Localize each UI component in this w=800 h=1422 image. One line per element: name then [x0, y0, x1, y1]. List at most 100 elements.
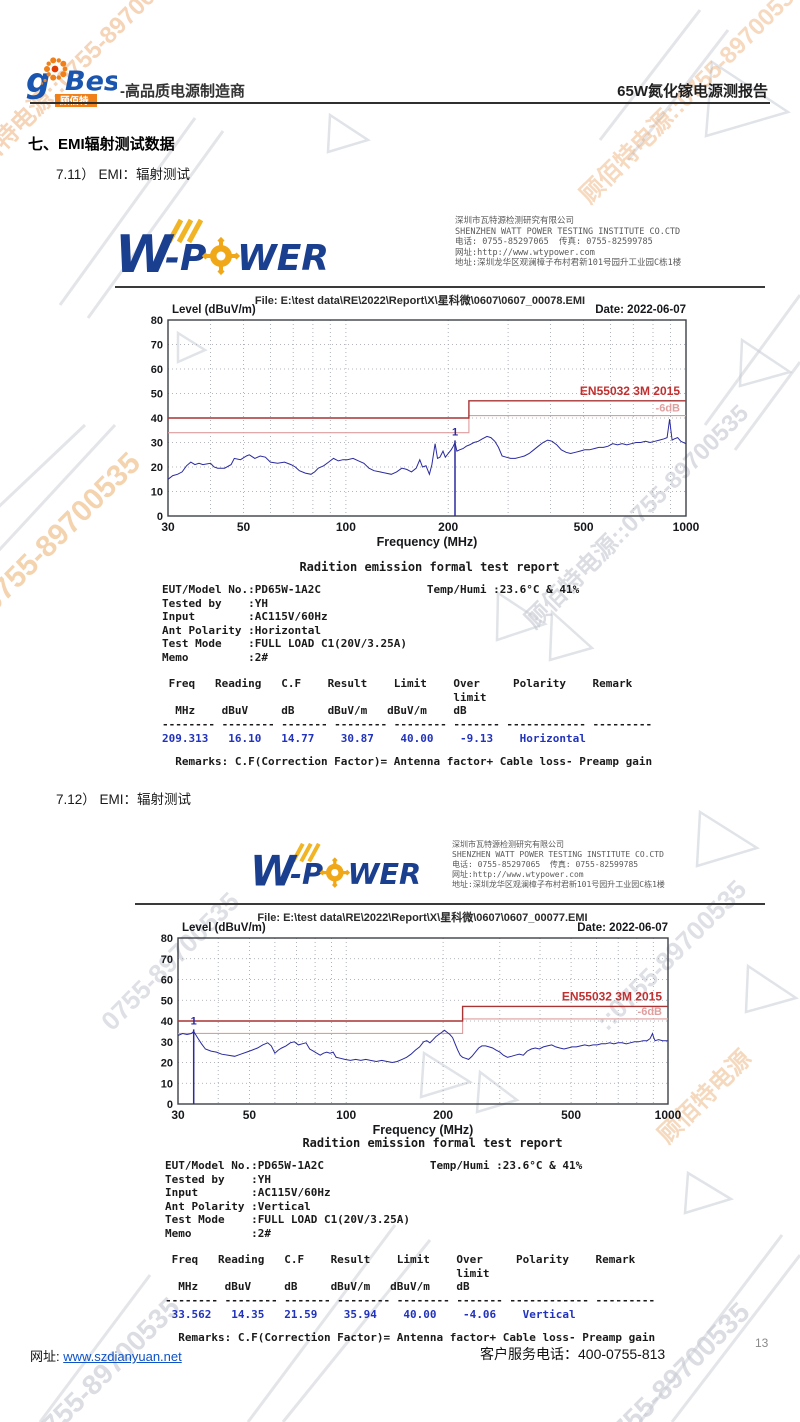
svg-text:80: 80	[161, 933, 173, 945]
report-title-2: Radition emission formal test report	[302, 1136, 563, 1150]
report-eut-2: EUT/Model No.:PD65W-1A2C Temp/Humi :23.6…	[165, 1159, 583, 1240]
wpower-p: -P	[290, 857, 323, 891]
wpower-logo-2: W -P WER	[250, 842, 422, 897]
wpower-logo-1: W -P WER	[115, 218, 330, 285]
svg-text:1000: 1000	[673, 520, 700, 534]
wpower-w: W	[250, 846, 298, 892]
wpower-slashes	[166, 218, 204, 244]
report-title-1: Radition emission formal test report	[299, 560, 560, 574]
lab-info-2: 深圳市瓦特源检测研究有限公司 SHENZHEN WATT POWER TESTI…	[452, 840, 665, 889]
wpower-logo-graphic: W -P WER	[115, 218, 329, 285]
svg-text:0: 0	[167, 1099, 173, 1111]
svg-text:10: 10	[161, 1078, 173, 1090]
svg-text:1: 1	[191, 1015, 197, 1027]
footer-site-link[interactable]: www.szdianyuan.net	[63, 1349, 182, 1364]
svg-text:30: 30	[151, 438, 163, 450]
lab-info-1: 深圳市瓦特源检测研究有限公司 SHENZHEN WATT POWER TESTI…	[455, 216, 682, 268]
svg-text:50: 50	[243, 1108, 257, 1122]
svg-text:30: 30	[161, 1037, 173, 1049]
test-report-2: Radition emission formal test report EUT…	[165, 1136, 700, 1344]
gobest-logo-best: Best	[65, 66, 117, 97]
svg-text:100: 100	[336, 1108, 356, 1122]
limit-minus6-line	[168, 415, 686, 434]
svg-text:500: 500	[574, 520, 594, 534]
svg-text:-6dB: -6dB	[638, 1006, 663, 1018]
watermark-text: 0755-89700535	[0, 446, 147, 619]
svg-text:200: 200	[433, 1108, 453, 1122]
svg-text:20: 20	[151, 462, 163, 474]
emission-trace	[167, 419, 687, 480]
svg-text:Level (dBuV/m): Level (dBuV/m)	[172, 304, 256, 316]
svg-text:30: 30	[171, 1108, 185, 1122]
limit-line	[168, 400, 686, 419]
document-title: 65W氮化镓电源测报告	[617, 83, 768, 100]
wpower-slashes	[291, 842, 321, 863]
subsection-7-12: 7.12） EMI：辐射测试	[56, 792, 192, 807]
section-heading: 七、EMI辐射测试数据	[28, 136, 175, 153]
svg-text:Frequency (MHz): Frequency (MHz)	[373, 1123, 474, 1137]
report-table-data-1: 209.313 16.10 14.77 30.87 40.00 -9.13 Ho…	[162, 732, 586, 745]
svg-text:50: 50	[161, 995, 173, 1007]
svg-text:Date: 2022-06-07: Date: 2022-06-07	[595, 304, 686, 316]
file-line-1: File: E:\test data\RE\2022\Report\X\星科微\…	[254, 295, 586, 307]
svg-text:30: 30	[161, 520, 175, 534]
svg-text:60: 60	[151, 364, 163, 376]
emission-chart-svg: 0 10 20 30 40 50 60 70 80 EN55032 3M 2015 -6dB 1 30 5…	[161, 922, 682, 1137]
footer-site: 网址: www.szdianyuan.net	[30, 1346, 182, 1365]
svg-text:0: 0	[157, 511, 163, 523]
subsection-7-11: 7.11） EMI：辐射测试	[56, 167, 191, 182]
svg-text:500: 500	[561, 1108, 581, 1122]
report-table-head-1: Freq Reading C.F Result Limit Over Polar…	[162, 677, 653, 731]
svg-text:Frequency (MHz): Frequency (MHz)	[377, 535, 478, 549]
limit-minus6-line	[178, 1018, 668, 1034]
svg-text:1000: 1000	[655, 1108, 682, 1122]
limit-line	[178, 1005, 668, 1022]
svg-text:70: 70	[151, 340, 163, 352]
report-remarks-2: Remarks: C.F(Correction Factor)= Antenna…	[165, 1330, 656, 1344]
svg-text:70: 70	[161, 954, 173, 966]
svg-text:EN55032 3M 2015: EN55032 3M 2015	[562, 989, 662, 1003]
svg-text:1: 1	[452, 426, 458, 438]
watermark-text: 顾佰特电源::0755-89700535	[574, 0, 800, 210]
svg-text:EN55032 3M 2015: EN55032 3M 2015	[580, 384, 680, 398]
emission-chart-svg: 0 10 20 30 40 50 60 70 80 EN55032 3M 2015 -6dB 1 30 5…	[151, 304, 700, 549]
svg-text:40: 40	[161, 1016, 173, 1028]
emission-trace	[177, 1029, 668, 1064]
page-number: 13	[755, 1336, 769, 1350]
svg-text:-6dB: -6dB	[656, 403, 681, 415]
svg-text:40: 40	[151, 413, 163, 425]
report-table-head-2: Freq Reading C.F Result Limit Over Polar…	[165, 1253, 656, 1307]
wpower-w: W	[115, 225, 175, 280]
svg-text:100: 100	[336, 520, 356, 534]
emission-chart-2: 0 10 20 30 40 50 60 70 80 EN55032 3M 2015 -6dB 1 30 5…	[148, 918, 693, 1145]
header-tagline: -高品质电源制造商	[120, 83, 245, 100]
lab-rule-1	[115, 286, 765, 288]
svg-text:Date: 2022-06-07: Date: 2022-06-07	[577, 922, 668, 934]
svg-text:50: 50	[151, 389, 163, 401]
wpower-p: -P	[165, 238, 206, 279]
gobest-logo: g Best 顾佰特	[25, 56, 134, 117]
gobest-badge-text: 顾佰特	[60, 95, 89, 107]
gear-icon	[319, 857, 351, 888]
gobest-dot-ring	[40, 57, 68, 85]
report-remarks-1: Remarks: C.F(Correction Factor)= Antenna…	[162, 754, 653, 768]
svg-text:20: 20	[161, 1058, 173, 1070]
svg-text:60: 60	[161, 975, 173, 987]
lab-rule-2	[135, 903, 765, 905]
file-line-2: File: E:\test data\RE\2022\Report\X\星科微\…	[257, 912, 588, 924]
wpower-wer: WER	[348, 857, 422, 891]
footer-site-label: 网址:	[30, 1349, 64, 1364]
report-table-data-2: 33.562 14.35 21.59 35.94 40.00 -4.06 Ver…	[165, 1308, 576, 1321]
gear-icon	[201, 236, 241, 276]
emission-chart-1: 0 10 20 30 40 50 60 70 80 EN55032 3M 2015 -6dB 1 30 5…	[138, 300, 704, 557]
wpower-logo-graphic: W -P WER	[250, 842, 422, 895]
svg-text:Level (dBuV/m): Level (dBuV/m)	[182, 922, 266, 934]
svg-text:200: 200	[438, 520, 458, 534]
wpower-wer: WER	[237, 238, 329, 279]
test-report-1: Radition emission formal test report EUT…	[162, 560, 697, 768]
report-eut-1: EUT/Model No.:PD65W-1A2C Temp/Humi :23.6…	[162, 583, 580, 664]
footer-service-phone: 客户服务电话：400-0755-813	[480, 1346, 666, 1362]
header-rule	[30, 102, 770, 104]
svg-text:10: 10	[151, 487, 163, 499]
